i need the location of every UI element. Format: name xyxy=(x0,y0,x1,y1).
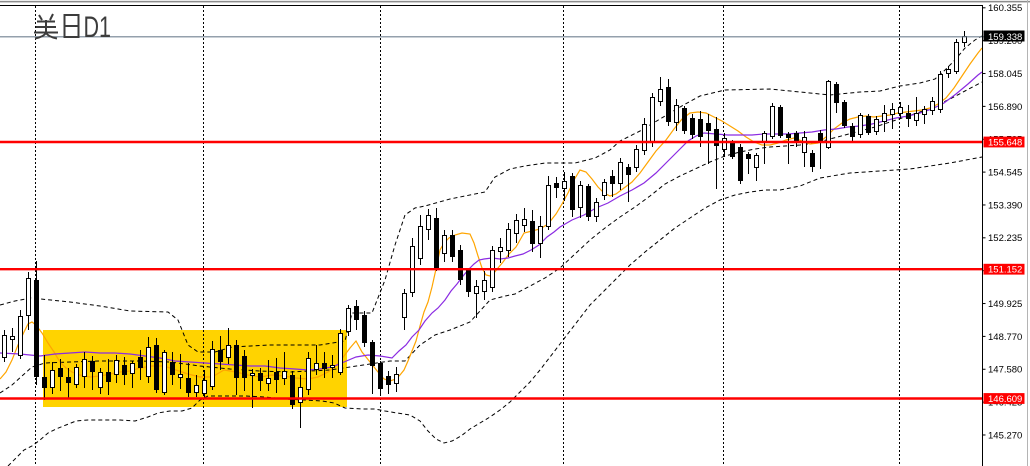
svg-text:151.152: 151.152 xyxy=(988,265,1022,276)
svg-text:149.925: 149.925 xyxy=(988,299,1022,310)
svg-text:155.648: 155.648 xyxy=(988,138,1022,149)
svg-text:D1: D1 xyxy=(84,11,112,44)
svg-text:154.545: 154.545 xyxy=(988,168,1022,179)
svg-text:156.890: 156.890 xyxy=(988,102,1022,113)
svg-text:158.045: 158.045 xyxy=(988,69,1022,80)
svg-text:160.355: 160.355 xyxy=(988,3,1022,14)
svg-text:145.270: 145.270 xyxy=(988,430,1022,441)
svg-text:159.200: 159.200 xyxy=(988,36,1022,47)
svg-text:153.390: 153.390 xyxy=(988,200,1022,211)
svg-text:146.609: 146.609 xyxy=(988,394,1022,405)
svg-text:152.235: 152.235 xyxy=(988,233,1022,244)
svg-text:159.338: 159.338 xyxy=(988,32,1022,43)
svg-text:147.580: 147.580 xyxy=(988,365,1022,376)
svg-text:148.770: 148.770 xyxy=(988,332,1022,343)
